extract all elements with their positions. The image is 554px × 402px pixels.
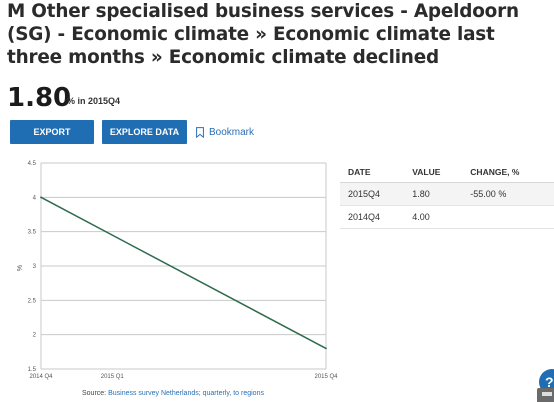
table-cell-value: 1.80 <box>404 182 463 206</box>
source-label: Source: <box>82 390 107 397</box>
table-cell-date: 2014Q4 <box>340 205 405 229</box>
export-button-label: EXPORT <box>33 127 71 137</box>
source-note: Source: Business survey Netherlands; qua… <box>82 390 264 397</box>
table-row: 2015Q4 1.80 -55.00 % <box>340 182 554 206</box>
export-button[interactable]: EXPORT <box>10 120 94 144</box>
bookmark-link[interactable]: Bookmark <box>196 120 254 144</box>
headline-unit: % in 2015Q4 <box>67 96 121 106</box>
chat-icon[interactable] <box>537 388 554 402</box>
data-point <box>40 196 42 199</box>
x-tick-label: 2014 Q4 <box>29 374 53 380</box>
source-link[interactable]: Business survey Netherlands; quarterly, … <box>108 390 264 397</box>
table-cell-date: 2015Q4 <box>340 182 405 206</box>
explore-data-button-label: EXPLORE DATA <box>109 127 180 137</box>
column-header-change: CHANGE, % <box>462 161 554 183</box>
y-axis-label: % <box>17 265 24 271</box>
y-tick-label: 1.5 <box>28 367 37 373</box>
x-tick-label: 2015 Q1 <box>101 374 125 380</box>
help-icon: ? <box>545 374 554 390</box>
column-header-date: DATE <box>340 161 405 183</box>
bookmark-label: Bookmark <box>209 126 255 138</box>
y-tick-label: 4 <box>33 195 37 201</box>
table-cell-change <box>462 205 554 229</box>
table-cell-change: -55.00 % <box>462 182 554 206</box>
data-point <box>325 347 327 350</box>
line-chart: 1.5 2 2.5 3 3.5 4 4.5 2014 Q4 2015 Q1 2015 Q4% <box>17 161 338 380</box>
y-tick-label: 2.5 <box>28 298 37 304</box>
table-cell-value: 4.00 <box>404 205 463 229</box>
data-table: DATE VALUE CHANGE, % 2015Q4 1.80 -55.00 … <box>340 161 554 229</box>
y-tick-label: 2 <box>33 333 37 339</box>
y-tick-label: 3 <box>33 264 37 270</box>
page-title: M Other specialised business services - … <box>7 1 519 68</box>
y-tick-label: 4.5 <box>28 161 37 167</box>
table-header-row: DATE VALUE CHANGE, % <box>340 161 554 183</box>
table-row: 2014Q4 4.00 <box>340 205 554 229</box>
explore-data-button[interactable]: EXPLORE DATA <box>102 120 187 144</box>
y-tick-label: 3.5 <box>28 230 37 236</box>
x-tick-label: 2015 Q4 <box>314 374 338 380</box>
series-line <box>40 196 327 350</box>
column-header-value: VALUE <box>404 161 463 183</box>
headline-value: 1.80 <box>7 83 72 113</box>
bookmark-icon <box>196 126 204 138</box>
